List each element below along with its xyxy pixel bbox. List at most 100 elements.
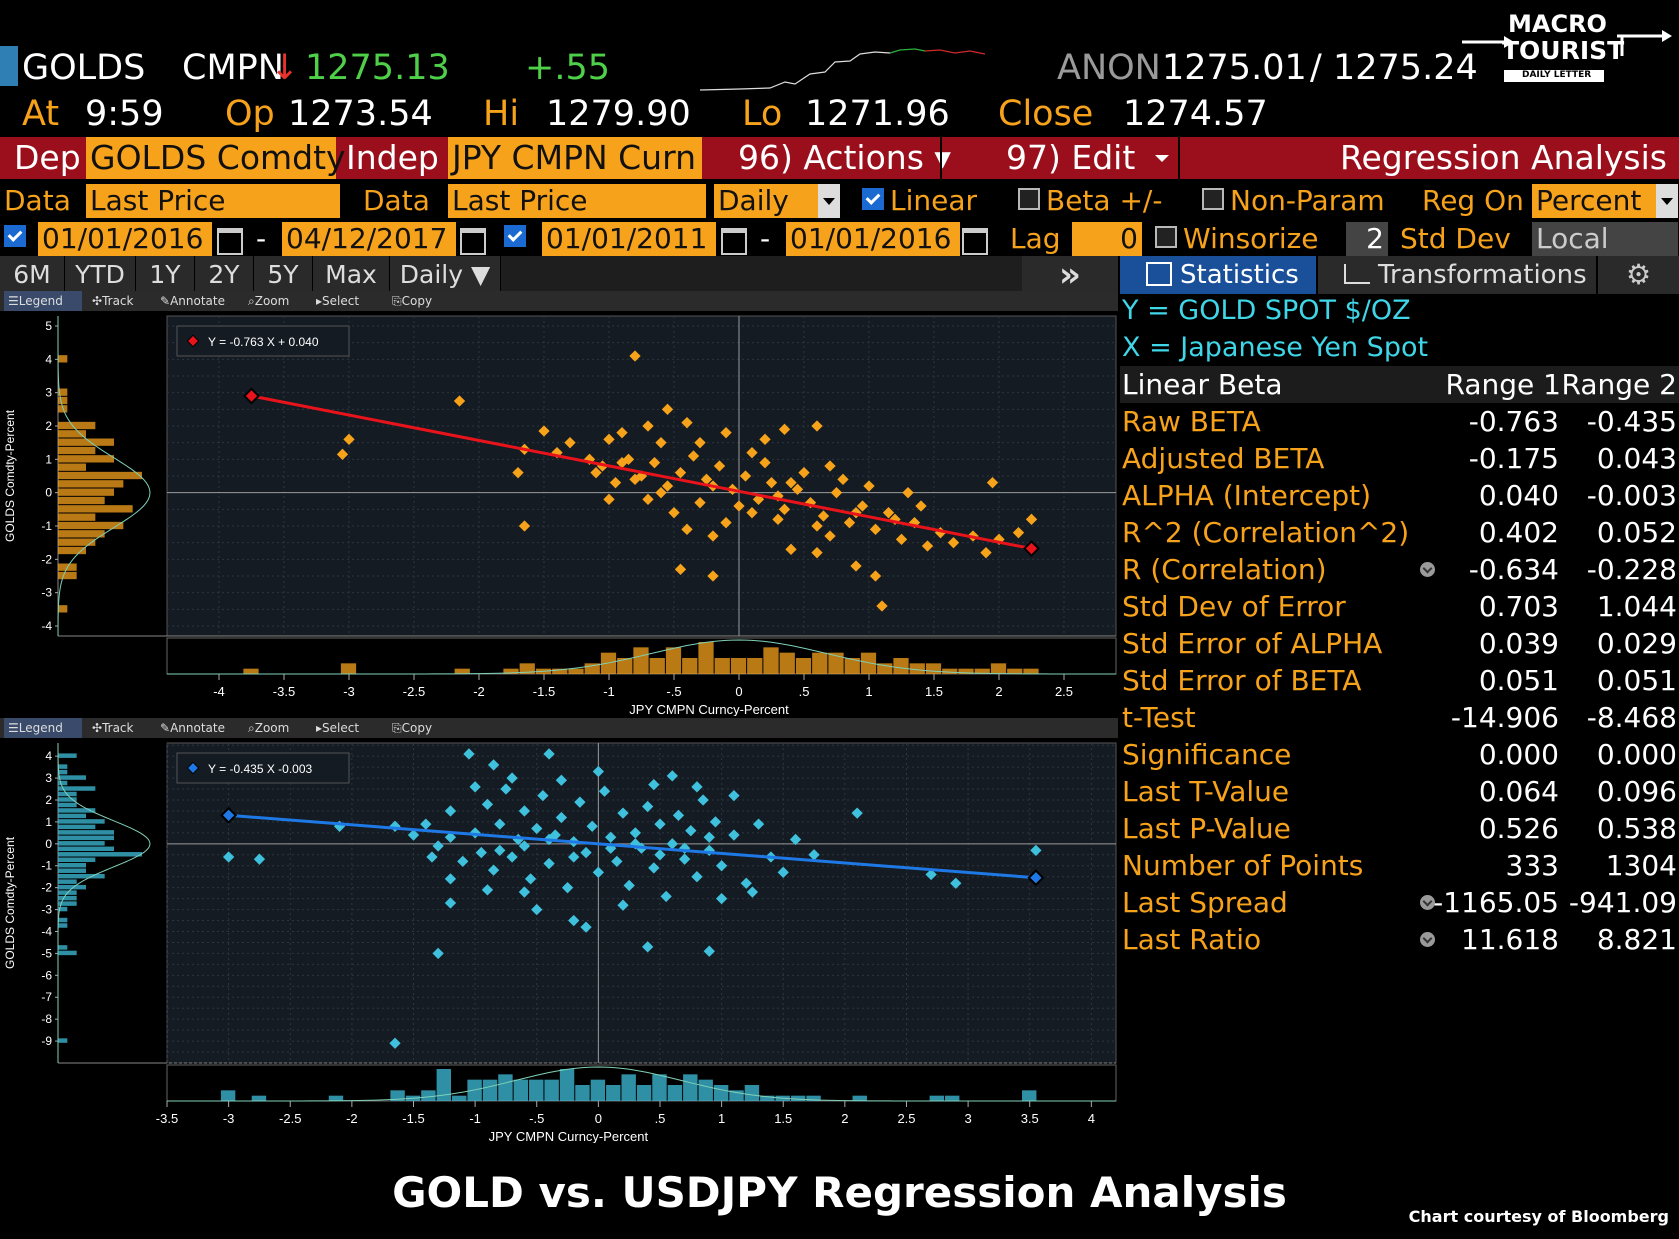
info-icon[interactable] <box>1420 932 1435 947</box>
annotate-button[interactable]: ✎ Annotate <box>160 718 225 738</box>
period-dropdown-icon[interactable] <box>818 184 840 218</box>
checkbox-icon[interactable] <box>1155 226 1177 248</box>
x-histogram-bar <box>529 1079 544 1101</box>
actions-menu-button[interactable]: 96) Actions ▾ <box>738 138 951 177</box>
range1-start-date[interactable]: 01/01/2016 <box>38 222 212 256</box>
scatter-point <box>707 570 719 582</box>
expand-icon[interactable]: » <box>1022 256 1119 294</box>
winsorize-checkbox[interactable]: Winsorize <box>1155 221 1319 257</box>
range1-end-date[interactable]: 04/12/2017 <box>282 222 456 256</box>
indep-security-field[interactable]: JPY CMPN Curn <box>448 137 702 179</box>
beta-checkbox[interactable]: Beta +/- <box>1018 183 1162 219</box>
calendar-icon[interactable] <box>721 228 747 255</box>
range2-end-date[interactable]: 01/01/2016 <box>786 222 960 256</box>
x-histogram-bar <box>584 663 600 674</box>
high-price: 1279.90 <box>546 94 691 134</box>
logo-line1: MACRO <box>1508 10 1607 38</box>
dep-data-field[interactable]: Last Price <box>86 184 340 218</box>
x-histogram-bar <box>763 647 779 674</box>
checkbox-icon[interactable] <box>1202 188 1224 210</box>
info-icon[interactable] <box>1420 562 1435 577</box>
stats-row: t-Test -14.906 -8.468 <box>1120 699 1679 736</box>
calendar-icon[interactable] <box>460 228 486 255</box>
checkbox-icon[interactable] <box>1018 188 1040 210</box>
scatter-point <box>432 840 444 852</box>
x-histogram-bar <box>452 1095 467 1101</box>
local-dropdown-icon[interactable] <box>1656 222 1678 256</box>
stat-range2-value: 1.044 <box>1596 590 1677 623</box>
edit-menu-button[interactable]: 97) Edit <box>1006 138 1136 177</box>
info-icon[interactable] <box>1420 895 1435 910</box>
scatter-point <box>830 487 843 499</box>
legend-button[interactable]: ☰ Legend <box>4 291 82 311</box>
x-tick-label: 4 <box>1088 1111 1095 1126</box>
chevron-down-icon[interactable] <box>1155 155 1169 162</box>
range2-checkbox[interactable] <box>504 225 532 250</box>
menu-divider <box>940 137 942 179</box>
x-tick-label: 0 <box>735 684 742 699</box>
y-histogram-bar <box>58 446 96 455</box>
copy-button[interactable]: ⎘ Copy <box>392 291 432 311</box>
indep-data-field[interactable]: Last Price <box>448 184 706 218</box>
select-button[interactable]: ▸ Select <box>316 291 359 311</box>
y-histogram-bar <box>58 884 86 890</box>
checkbox-checked-icon[interactable] <box>4 225 26 247</box>
reg-on-select[interactable]: Percent <box>1532 184 1656 218</box>
stat-label: Std Error of ALPHA <box>1122 627 1383 660</box>
nonparam-checkbox[interactable]: Non-Param <box>1202 183 1385 219</box>
y-histogram-bar <box>58 879 77 884</box>
copy-button[interactable]: ⎘ Copy <box>392 718 432 738</box>
tab-6m[interactable]: 6M <box>0 256 65 294</box>
regression-line <box>228 813 1037 880</box>
scatter-chart-range2[interactable]: -3.5 -3 -2.5 -2 -1.5 -1 -.5 0 .5 1 1.5 2 2.5 3 3.5 4 4 3 2… <box>0 739 1118 1143</box>
period-select[interactable]: Daily <box>714 184 822 218</box>
stat-label: Number of Points <box>1122 849 1364 882</box>
gear-icon[interactable]: ⚙ <box>1598 256 1679 294</box>
scatter-point <box>1025 513 1038 525</box>
track-button[interactable]: ✣ Track <box>92 718 133 738</box>
footer-credit: Chart courtesy of Bloomberg <box>1408 1207 1669 1226</box>
scatter-point <box>921 540 934 552</box>
std-dev-field[interactable]: 2 <box>1346 222 1388 256</box>
tab-5y[interactable]: 5Y <box>254 256 313 294</box>
annotate-button[interactable]: ✎ Annotate <box>160 291 225 311</box>
tab-1y[interactable]: 1Y <box>136 256 195 294</box>
linear-checkbox[interactable]: Linear <box>862 183 977 219</box>
stat-range2-value: 0.538 <box>1596 812 1677 845</box>
zoom-button[interactable]: ⌕ Zoom <box>248 291 289 311</box>
range2-start-date[interactable]: 01/01/2011 <box>542 222 716 256</box>
track-button[interactable]: ✣ Track <box>92 291 133 311</box>
range1-checkbox[interactable] <box>4 225 32 250</box>
calendar-icon[interactable] <box>962 228 988 255</box>
down-arrow-icon: ↓ <box>270 48 300 88</box>
local-select[interactable]: Local <box>1532 222 1656 256</box>
legend-button[interactable]: ☰ Legend <box>4 718 82 738</box>
tab-2y[interactable]: 2Y <box>195 256 254 294</box>
stat-label: t-Test <box>1122 701 1196 734</box>
tab-ytd[interactable]: YTD <box>65 256 136 294</box>
dep-security-field[interactable]: GOLDS Comdty <box>86 137 346 179</box>
scatter-point <box>506 772 518 784</box>
ticker[interactable]: GOLDS <box>22 48 146 88</box>
x-histogram-bar <box>795 658 812 674</box>
lag-field[interactable]: 0 <box>1072 222 1142 256</box>
select-button[interactable]: ▸ Select <box>316 718 359 738</box>
frequency-select[interactable]: Daily ▼ <box>390 256 501 294</box>
scatter-point <box>518 840 531 852</box>
checkbox-checked-icon[interactable] <box>504 225 526 247</box>
scatter-point <box>336 448 349 460</box>
scatter-point <box>506 851 518 863</box>
scatter-chart-range1[interactable]: -4 -3.5 -3 -2.5 -2 -1.5 -1 -.5 0 .5 1 1.5 2 2.5 5 4 3 2 1 0… <box>0 312 1118 716</box>
calendar-icon[interactable] <box>217 228 243 255</box>
y-tick-label: -9 <box>41 1034 52 1048</box>
stats-row: Std Error of BETA 0.051 0.051 <box>1120 662 1679 699</box>
x-histogram-bar <box>513 1079 529 1101</box>
tab-max[interactable]: Max <box>313 256 390 294</box>
zoom-button[interactable]: ⌕ Zoom <box>248 718 289 738</box>
tab-transformations[interactable]: Transformations <box>1318 256 1596 294</box>
checkbox-checked-icon[interactable] <box>862 188 884 210</box>
tab-statistics[interactable]: Statistics <box>1120 256 1316 294</box>
reg-on-dropdown-icon[interactable] <box>1656 184 1678 218</box>
x-histogram-bar <box>929 1095 944 1101</box>
stats-row: Last Spread -1165.05 -941.09 <box>1120 884 1679 921</box>
